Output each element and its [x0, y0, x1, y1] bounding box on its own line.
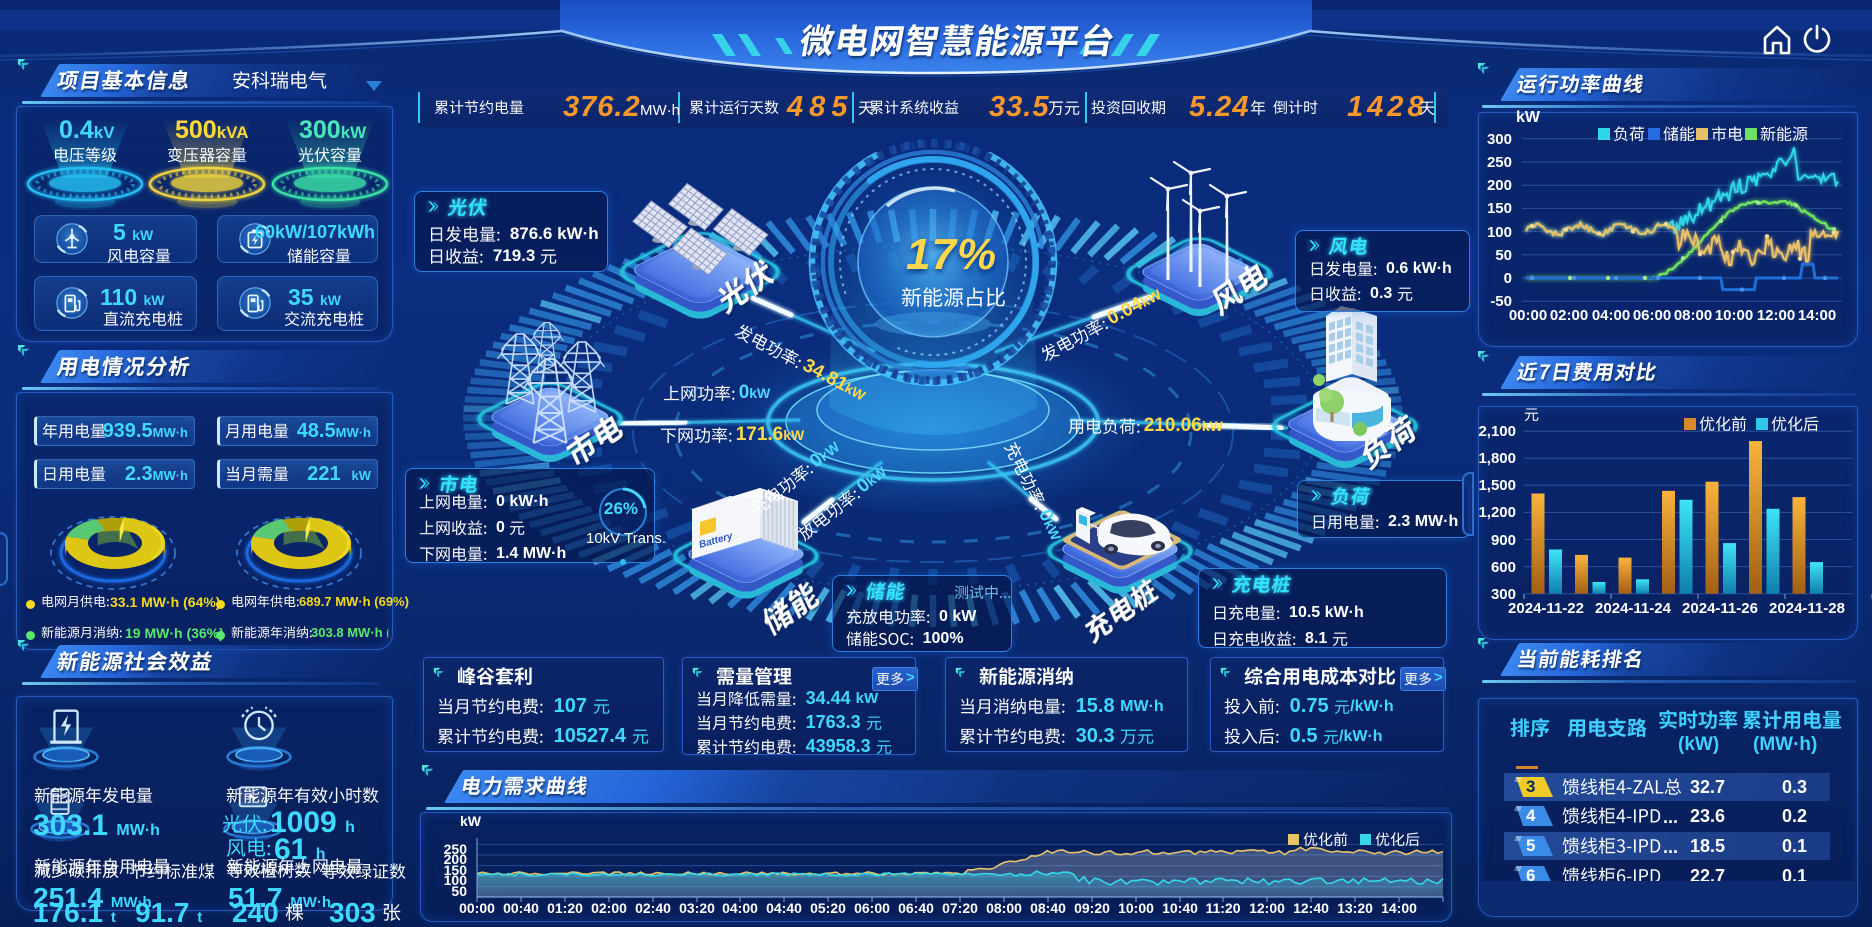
svg-text:02:00: 02:00: [1550, 307, 1588, 324]
svg-text:2024-11-22: 2024-11-22: [1508, 600, 1584, 617]
svg-text:1,200: 1,200: [1478, 504, 1516, 521]
svg-text:300: 300: [1487, 131, 1512, 148]
svg-text:14:00: 14:00: [1798, 307, 1836, 324]
svg-text:06:00: 06:00: [1633, 307, 1671, 324]
svg-text:250: 250: [1487, 154, 1512, 171]
svg-text:1,500: 1,500: [1478, 477, 1516, 494]
svg-text:0: 0: [1504, 270, 1512, 287]
svg-text:900: 900: [1491, 532, 1516, 549]
svg-text:00:00: 00:00: [1509, 307, 1547, 324]
svg-text:150: 150: [1487, 200, 1512, 217]
svg-text:2024-11-28: 2024-11-28: [1769, 600, 1845, 617]
svg-text:600: 600: [1491, 559, 1516, 576]
svg-text:200: 200: [1487, 177, 1512, 194]
svg-text:2024-11-24: 2024-11-24: [1595, 600, 1672, 617]
svg-text:04:00: 04:00: [1592, 307, 1630, 324]
svg-text:1,800: 1,800: [1478, 450, 1516, 467]
svg-text:-50: -50: [1490, 293, 1512, 310]
svg-text:300: 300: [1491, 586, 1516, 603]
svg-text:12:00: 12:00: [1757, 307, 1795, 324]
svg-text:50: 50: [1495, 247, 1512, 264]
svg-text:10:00: 10:00: [1715, 307, 1753, 324]
svg-text:2024-11-26: 2024-11-26: [1682, 600, 1758, 617]
svg-text:100: 100: [1487, 224, 1512, 241]
svg-text:kW: kW: [1516, 109, 1541, 126]
svg-text:08:00: 08:00: [1674, 307, 1712, 324]
svg-text:2,100: 2,100: [1478, 423, 1516, 440]
